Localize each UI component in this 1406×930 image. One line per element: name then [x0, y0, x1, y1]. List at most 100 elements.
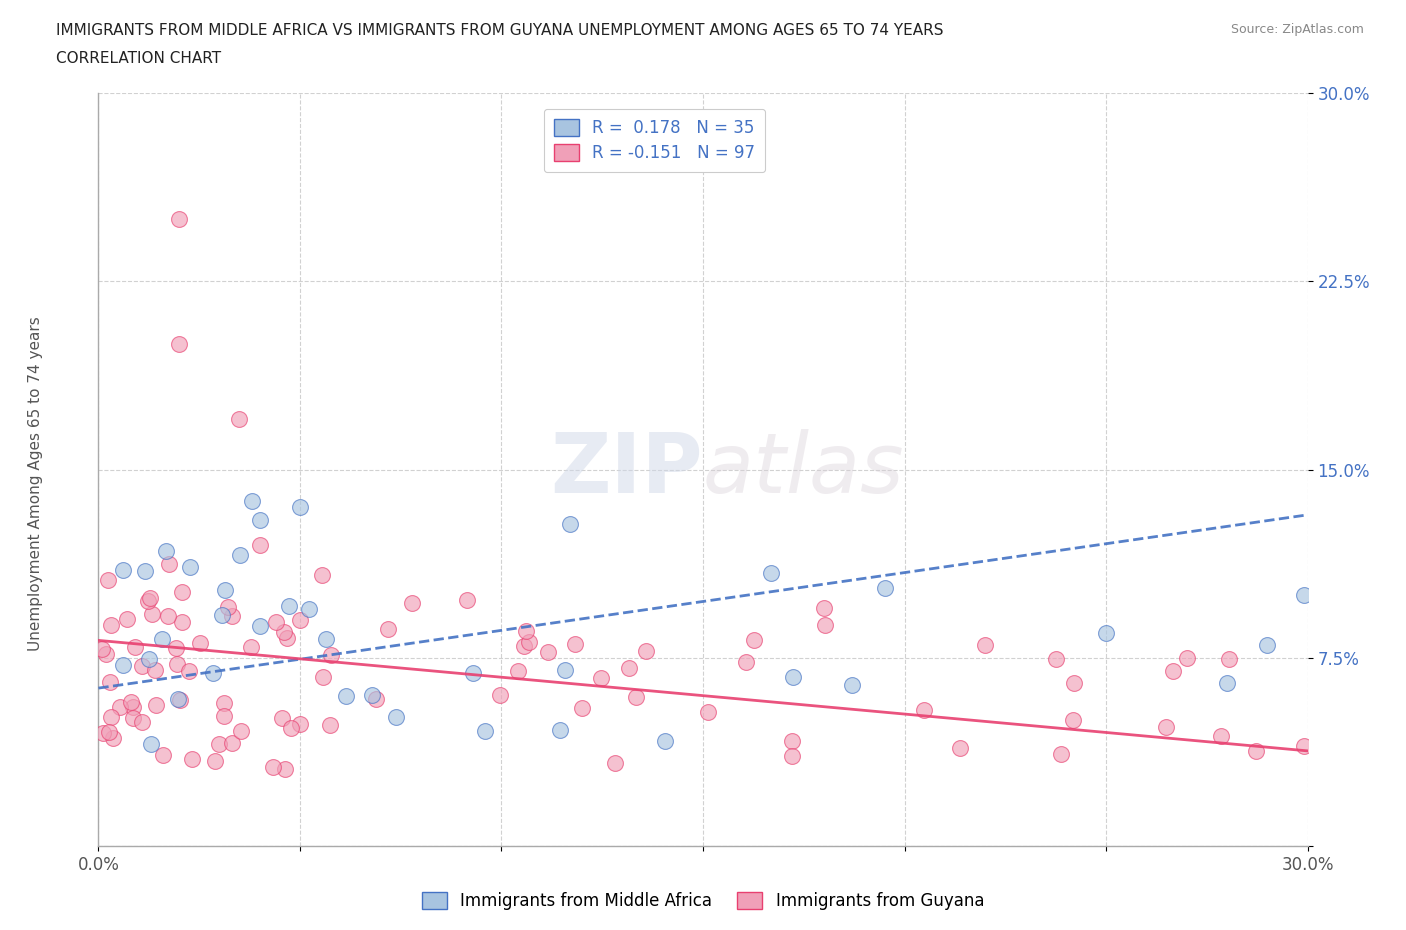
- Point: [152, 747, 174, 762]
- Point: [181, 751, 204, 766]
- Point: [1050, 747, 1073, 762]
- Point: [157, 556, 180, 571]
- Point: [297, 602, 319, 617]
- Point: [311, 567, 333, 582]
- Point: [264, 615, 287, 630]
- Point: [98, 724, 121, 739]
- Point: [273, 625, 295, 640]
- Point: [1062, 712, 1084, 727]
- Point: [111, 658, 134, 672]
- Point: [276, 631, 298, 645]
- Point: [136, 593, 159, 608]
- Point: [240, 494, 263, 509]
- Point: [1045, 652, 1067, 667]
- Point: [912, 702, 935, 717]
- Point: [122, 711, 145, 725]
- Point: [239, 640, 262, 655]
- Point: [204, 753, 226, 768]
- Text: ZIP: ZIP: [551, 429, 703, 511]
- Point: [554, 663, 576, 678]
- Point: [1256, 638, 1278, 653]
- Point: [759, 565, 782, 580]
- Point: [177, 663, 200, 678]
- Point: [780, 734, 803, 749]
- Point: [157, 609, 180, 624]
- Point: [202, 666, 225, 681]
- Point: [228, 412, 250, 427]
- Point: [315, 631, 337, 646]
- Point: [361, 687, 384, 702]
- Point: [155, 544, 177, 559]
- Point: [280, 720, 302, 735]
- Point: [214, 583, 236, 598]
- Point: [131, 658, 153, 673]
- Point: [288, 500, 311, 515]
- Point: [139, 591, 162, 605]
- Point: [654, 734, 676, 749]
- Point: [515, 624, 537, 639]
- Point: [249, 538, 271, 552]
- Point: [1175, 651, 1198, 666]
- Point: [974, 638, 997, 653]
- Point: [271, 711, 294, 725]
- Point: [208, 737, 231, 751]
- Point: [211, 607, 233, 622]
- Point: [221, 736, 243, 751]
- Point: [249, 618, 271, 633]
- Legend: Immigrants from Middle Africa, Immigrants from Guyana: Immigrants from Middle Africa, Immigrant…: [415, 885, 991, 917]
- Point: [636, 644, 658, 658]
- Text: CORRELATION CHART: CORRELATION CHART: [56, 51, 221, 66]
- Point: [100, 710, 122, 724]
- Point: [91, 726, 114, 741]
- Point: [780, 749, 803, 764]
- Point: [1063, 676, 1085, 691]
- Point: [548, 723, 571, 737]
- Text: atlas: atlas: [703, 429, 904, 511]
- Point: [120, 695, 142, 710]
- Point: [277, 599, 299, 614]
- Point: [212, 695, 235, 710]
- Point: [461, 666, 484, 681]
- Point: [321, 647, 343, 662]
- Point: [112, 563, 135, 578]
- Point: [456, 592, 478, 607]
- Point: [1292, 588, 1315, 603]
- Point: [166, 692, 188, 707]
- Point: [221, 608, 243, 623]
- Point: [139, 737, 162, 751]
- Point: [91, 642, 114, 657]
- Point: [143, 662, 166, 677]
- Point: [172, 585, 194, 600]
- Point: [744, 632, 766, 647]
- Point: [166, 657, 188, 671]
- Point: [188, 635, 211, 650]
- Point: [735, 655, 758, 670]
- Point: [512, 639, 534, 654]
- Point: [474, 724, 496, 738]
- Point: [167, 211, 190, 226]
- Point: [229, 548, 252, 563]
- Point: [948, 740, 970, 755]
- Point: [121, 699, 143, 714]
- Point: [605, 755, 627, 770]
- Point: [1292, 738, 1315, 753]
- Point: [274, 762, 297, 777]
- Point: [506, 664, 529, 679]
- Point: [131, 715, 153, 730]
- Point: [571, 701, 593, 716]
- Point: [558, 516, 581, 531]
- Point: [179, 560, 201, 575]
- Point: [318, 717, 340, 732]
- Point: [145, 698, 167, 712]
- Point: [814, 618, 837, 632]
- Point: [813, 601, 835, 616]
- Point: [101, 730, 124, 745]
- Point: [108, 699, 131, 714]
- Point: [134, 564, 156, 578]
- Point: [401, 595, 423, 610]
- Point: [150, 631, 173, 646]
- Point: [288, 613, 311, 628]
- Point: [167, 337, 190, 352]
- Point: [94, 646, 117, 661]
- Point: [335, 689, 357, 704]
